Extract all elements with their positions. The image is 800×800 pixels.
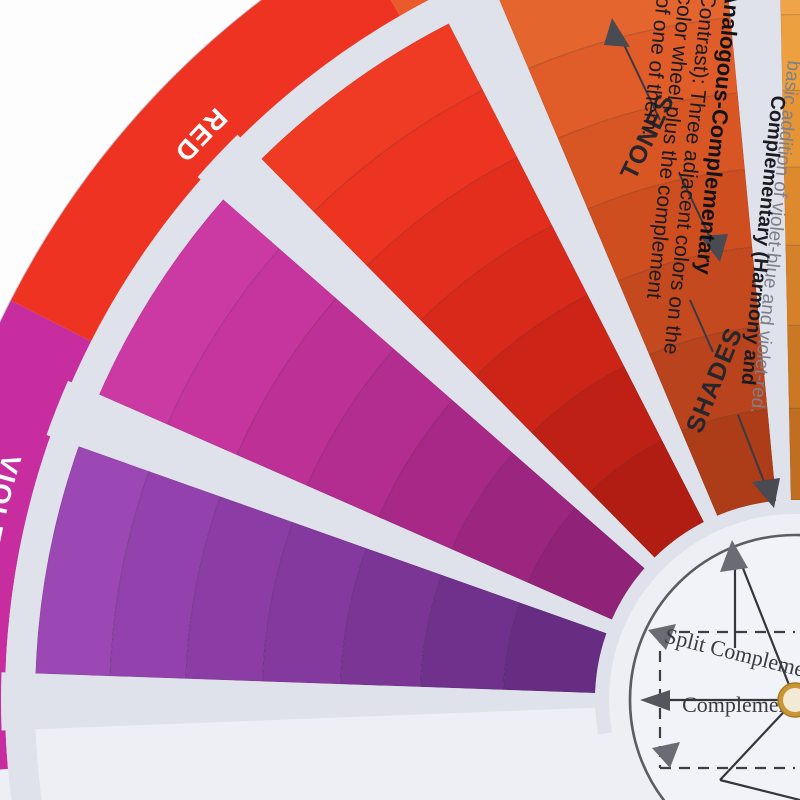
spoke-divider <box>728 0 792 513</box>
swatch[interactable] <box>784 244 800 340</box>
orange-red-wedge[interactable] <box>498 0 777 517</box>
spoke-divider <box>197 134 663 577</box>
violet-wedge[interactable] <box>34 445 608 694</box>
split-up-arrowhead <box>720 540 748 572</box>
violet-red-wedge[interactable] <box>98 198 646 621</box>
swatch[interactable] <box>783 166 800 263</box>
inner-dial-circle[interactable] <box>628 533 800 800</box>
outer-ring-band-violet-red[interactable] <box>0 300 92 776</box>
orange-wedge[interactable] <box>779 0 800 508</box>
center-rivet[interactable] <box>777 682 800 718</box>
spoke-divider <box>46 380 623 638</box>
swatch[interactable] <box>786 324 800 420</box>
swatch[interactable] <box>779 0 800 42</box>
outer-ring-band-orange-red[interactable] <box>355 0 712 16</box>
shades-arrow <box>689 299 780 508</box>
swatch[interactable] <box>780 14 800 115</box>
outer-web-ring <box>5 0 500 800</box>
dial-solid-spokes <box>650 547 800 800</box>
swatch[interactable] <box>788 407 800 508</box>
lower-dashed-arrowhead <box>652 742 680 768</box>
split-complementary-arrowhead <box>648 624 676 650</box>
inner-dial[interactable]: Split Complementary Complementary <box>628 533 800 800</box>
red-wedge[interactable] <box>260 22 705 559</box>
spoke-divider <box>0 672 608 731</box>
complementary-arrowhead <box>640 690 670 711</box>
spoke-divider <box>436 0 722 533</box>
tones-arrow <box>604 18 728 262</box>
swatch[interactable] <box>781 89 800 188</box>
